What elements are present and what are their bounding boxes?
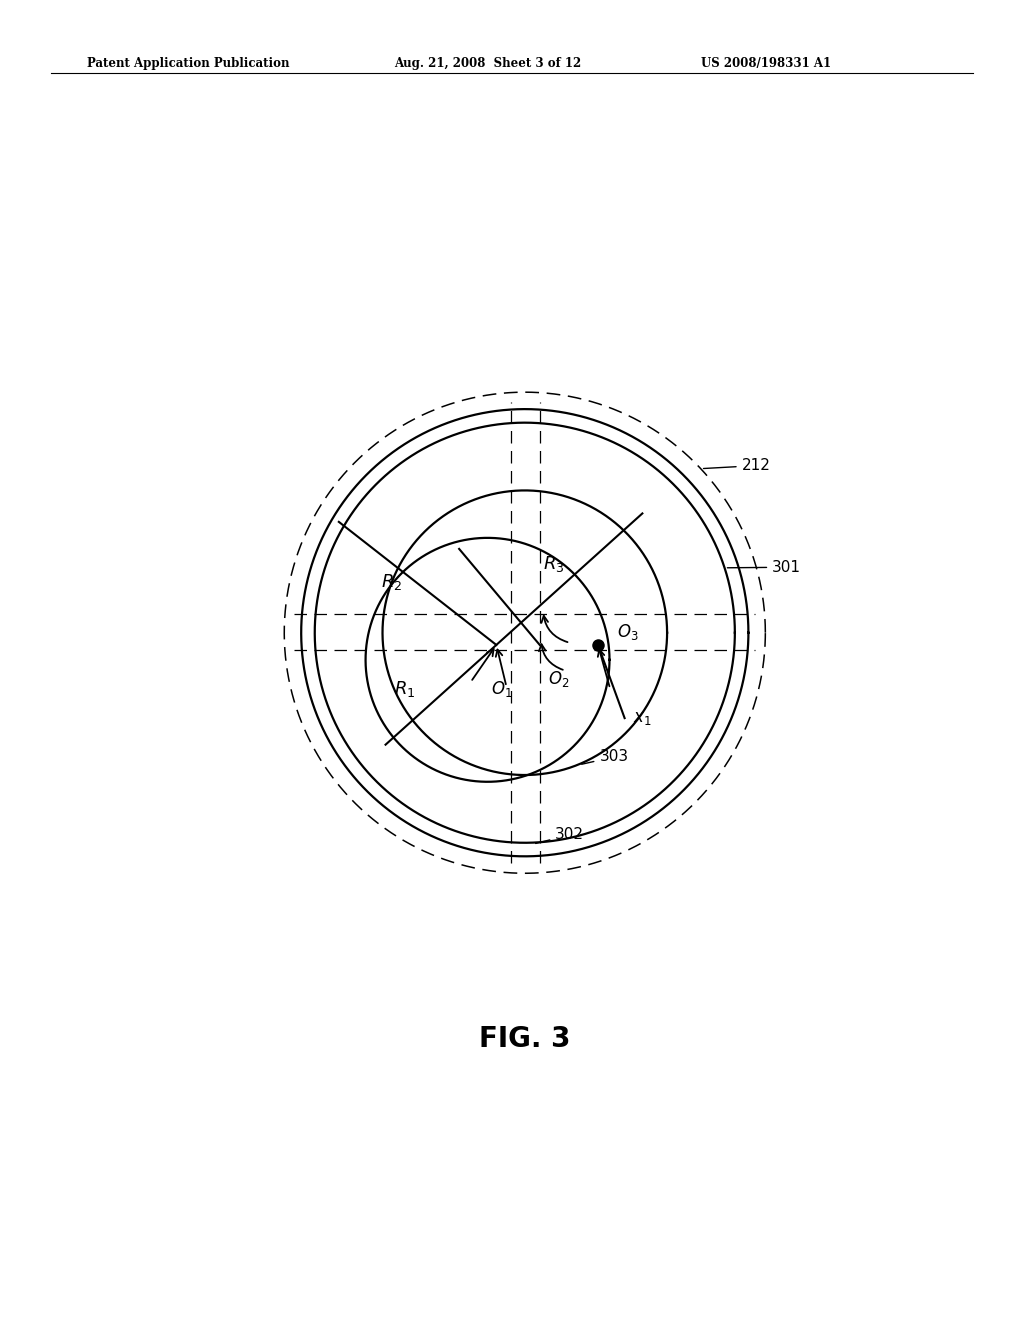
Text: 303: 303 bbox=[582, 750, 629, 764]
Text: 301: 301 bbox=[727, 560, 801, 574]
Text: $x_1$: $x_1$ bbox=[633, 709, 651, 726]
Text: $O_2$: $O_2$ bbox=[548, 669, 569, 689]
Text: $R_2$: $R_2$ bbox=[381, 573, 402, 593]
Text: $R_1$: $R_1$ bbox=[394, 678, 416, 698]
Text: $O_3$: $O_3$ bbox=[616, 622, 639, 642]
Text: Aug. 21, 2008  Sheet 3 of 12: Aug. 21, 2008 Sheet 3 of 12 bbox=[394, 57, 582, 70]
Text: US 2008/198331 A1: US 2008/198331 A1 bbox=[701, 57, 831, 70]
Text: 302: 302 bbox=[536, 828, 585, 843]
Text: $O_1$: $O_1$ bbox=[492, 678, 512, 698]
Text: FIG. 3: FIG. 3 bbox=[479, 1026, 570, 1053]
Text: $R_3$: $R_3$ bbox=[543, 554, 564, 574]
Text: 212: 212 bbox=[703, 458, 770, 473]
Text: Patent Application Publication: Patent Application Publication bbox=[87, 57, 290, 70]
